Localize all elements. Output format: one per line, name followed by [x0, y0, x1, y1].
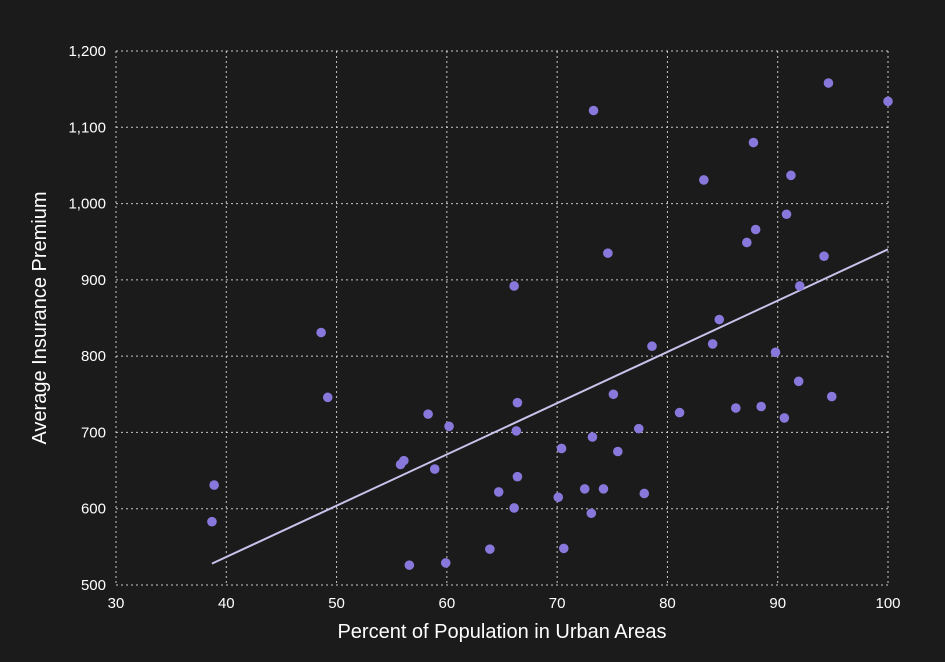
- data-point: [603, 248, 613, 258]
- data-point: [558, 543, 569, 554]
- data-point: [588, 105, 599, 116]
- trendline-layer: [211, 248, 889, 565]
- data-point: [793, 376, 804, 387]
- y-axis-ticks: 500 600 700 800 900 1,000 1,100 1,200: [68, 43, 106, 594]
- y-tick-label: 900: [81, 272, 106, 289]
- x-tick-label: 80: [659, 595, 676, 612]
- y-tick-label: 600: [81, 501, 106, 518]
- data-point: [512, 397, 523, 408]
- data-point: [423, 409, 433, 419]
- data-point: [485, 544, 495, 554]
- x-axis-title: Percent of Population in Urban Areas: [337, 621, 666, 643]
- data-point: [781, 209, 792, 220]
- y-tick-label: 800: [81, 348, 106, 365]
- data-point: [613, 446, 623, 457]
- data-point: [399, 455, 409, 466]
- data-point: [750, 224, 761, 235]
- x-tick-label: 30: [108, 595, 125, 612]
- y-axis-title: Average Insurance Premium: [29, 191, 51, 444]
- y-tick-label: 1,100: [68, 119, 106, 136]
- data-point: [207, 516, 217, 527]
- y-tick-label: 1,000: [68, 196, 106, 213]
- x-axis-ticks: 30 40 50 60 70 80 90 100: [108, 595, 901, 612]
- data-point: [731, 403, 741, 413]
- data-point: [699, 175, 709, 185]
- trend-line: [211, 248, 889, 565]
- data-point: [647, 341, 657, 352]
- y-tick-label: 700: [81, 424, 106, 441]
- data-point: [579, 484, 590, 494]
- data-point: [509, 281, 519, 291]
- data-point: [742, 237, 752, 248]
- grid: [115, 50, 889, 586]
- x-tick-label: 50: [328, 595, 345, 612]
- x-tick-label: 70: [549, 595, 566, 612]
- data-point: [440, 558, 451, 568]
- data-point: [209, 480, 219, 490]
- data-point: [493, 487, 504, 497]
- data-point: [444, 421, 454, 432]
- data-point: [714, 314, 725, 325]
- data-point: [316, 327, 326, 338]
- data-point: [511, 426, 522, 436]
- data-point: [748, 137, 759, 148]
- x-tick-label: 100: [875, 595, 900, 612]
- data-point: [598, 484, 609, 494]
- data-point: [553, 492, 564, 503]
- data-point: [770, 347, 781, 358]
- x-tick-label: 90: [769, 595, 786, 612]
- data-point: [819, 251, 829, 262]
- data-point: [786, 170, 796, 181]
- data-point: [556, 443, 567, 454]
- x-tick-label: 60: [439, 595, 456, 612]
- data-point: [826, 391, 837, 402]
- data-point: [674, 407, 685, 418]
- data-point: [509, 503, 519, 513]
- data-point: [639, 488, 650, 499]
- data-point: [707, 339, 718, 349]
- data-point: [512, 471, 523, 482]
- data-point: [608, 389, 619, 400]
- x-tick-label: 40: [218, 595, 235, 612]
- data-point: [633, 423, 644, 434]
- data-point: [756, 401, 766, 412]
- data-point: [823, 78, 834, 88]
- y-tick-label: 500: [81, 577, 106, 594]
- y-tick-label: 1,200: [68, 43, 106, 60]
- data-point: [429, 464, 440, 474]
- data-point: [322, 392, 333, 403]
- data-point: [404, 560, 415, 570]
- data-point: [794, 281, 805, 291]
- data-point: [883, 96, 893, 107]
- data-point: [586, 508, 597, 519]
- data-points: [207, 78, 893, 570]
- data-point: [587, 432, 598, 442]
- data-point: [779, 413, 790, 423]
